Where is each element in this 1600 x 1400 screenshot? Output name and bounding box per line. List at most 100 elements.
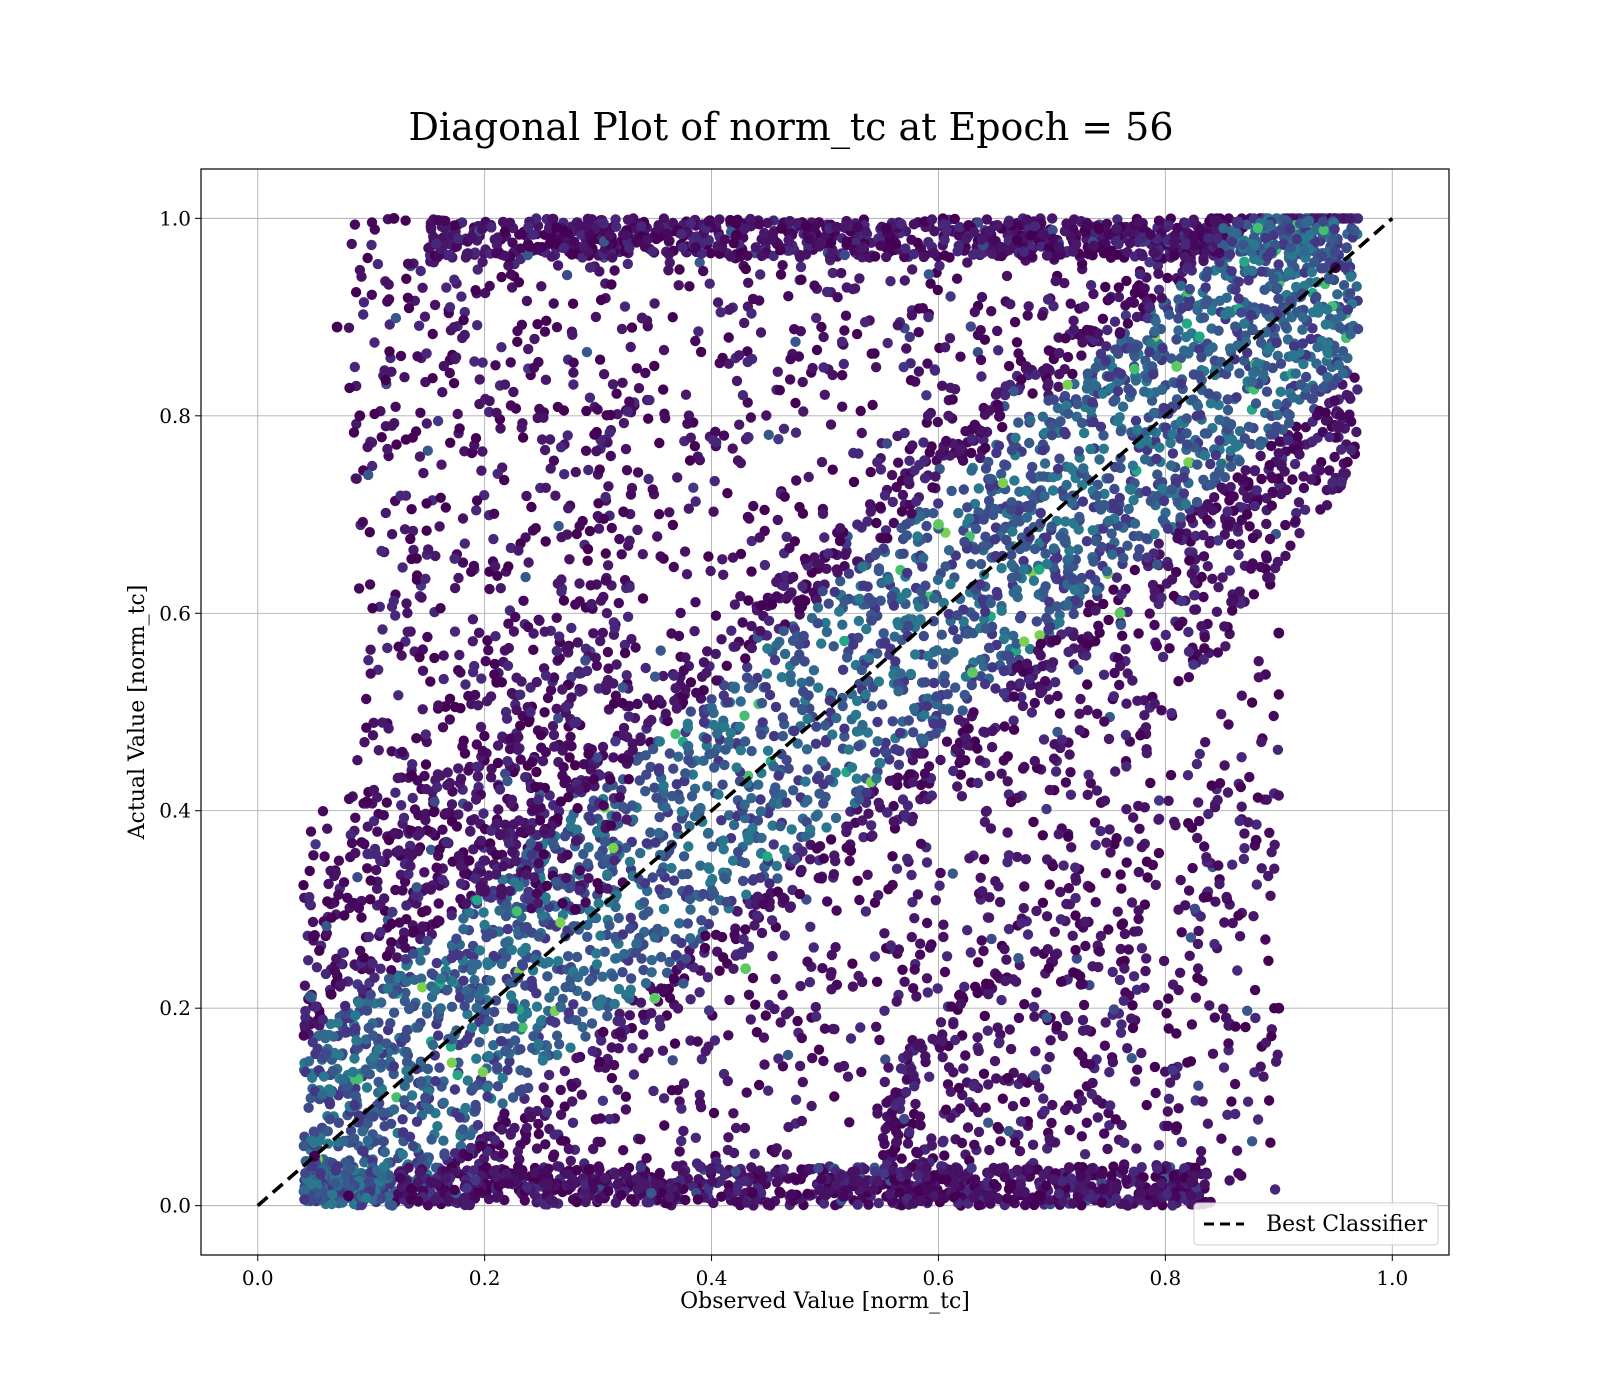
data-point bbox=[676, 806, 688, 817]
data-point bbox=[794, 649, 805, 660]
data-point bbox=[1200, 299, 1211, 310]
data-point bbox=[952, 610, 963, 621]
data-point bbox=[1082, 789, 1093, 800]
data-point bbox=[816, 456, 828, 468]
data-point bbox=[1020, 541, 1031, 552]
data-point bbox=[469, 974, 480, 986]
data-point bbox=[637, 593, 649, 604]
data-point bbox=[796, 677, 807, 688]
data-point bbox=[1054, 617, 1065, 628]
data-point bbox=[725, 833, 737, 844]
data-point bbox=[1280, 321, 1291, 332]
data-point bbox=[717, 952, 729, 963]
data-point bbox=[1122, 540, 1133, 551]
data-point bbox=[1068, 324, 1080, 335]
data-point bbox=[653, 509, 665, 520]
data-point bbox=[1214, 435, 1225, 446]
data-point bbox=[549, 1129, 560, 1140]
data-point bbox=[669, 1038, 681, 1049]
data-point bbox=[417, 907, 428, 918]
data-point bbox=[768, 839, 779, 850]
data-point bbox=[1041, 532, 1052, 543]
data-point bbox=[1076, 350, 1087, 361]
data-point bbox=[994, 896, 1006, 908]
data-point bbox=[921, 390, 932, 401]
data-point bbox=[562, 951, 574, 962]
data-point bbox=[1261, 553, 1273, 564]
data-point bbox=[1062, 600, 1073, 611]
data-point bbox=[871, 773, 882, 784]
data-point bbox=[1194, 331, 1205, 342]
data-point bbox=[674, 1146, 685, 1157]
data-point bbox=[1114, 679, 1125, 691]
data-point bbox=[504, 978, 515, 989]
data-point bbox=[841, 652, 853, 663]
data-point bbox=[871, 517, 882, 529]
data-point bbox=[822, 896, 833, 907]
data-point bbox=[1110, 344, 1121, 355]
data-point bbox=[1054, 708, 1066, 719]
data-point bbox=[545, 1015, 557, 1026]
data-point bbox=[984, 405, 995, 416]
data-point bbox=[895, 668, 906, 679]
data-point bbox=[699, 942, 711, 954]
data-point bbox=[698, 657, 710, 668]
data-point bbox=[1351, 426, 1362, 438]
data-point bbox=[604, 1113, 615, 1125]
data-point bbox=[755, 327, 767, 338]
data-point bbox=[438, 1135, 449, 1146]
data-point bbox=[723, 332, 734, 343]
data-point bbox=[835, 576, 846, 587]
data-point bbox=[631, 938, 643, 949]
data-point bbox=[808, 942, 819, 953]
data-point bbox=[798, 406, 809, 417]
data-point bbox=[1129, 564, 1141, 576]
data-point bbox=[613, 1043, 624, 1054]
data-point bbox=[700, 1046, 711, 1057]
data-point bbox=[708, 1107, 720, 1119]
data-point bbox=[415, 955, 426, 966]
data-point bbox=[818, 362, 829, 373]
data-point bbox=[705, 565, 716, 577]
data-point bbox=[684, 893, 696, 905]
data-point bbox=[1248, 589, 1260, 600]
data-point bbox=[466, 965, 477, 976]
data-point bbox=[1272, 283, 1283, 294]
data-point bbox=[1153, 268, 1164, 279]
data-point bbox=[1234, 456, 1245, 467]
data-point bbox=[875, 595, 886, 606]
data-point bbox=[812, 602, 824, 613]
data-point bbox=[862, 869, 873, 880]
data-point bbox=[839, 595, 850, 607]
data-point bbox=[567, 1096, 578, 1107]
data-point bbox=[604, 920, 615, 931]
data-point bbox=[600, 548, 611, 559]
data-point bbox=[591, 959, 603, 970]
data-point bbox=[797, 1076, 808, 1088]
data-point bbox=[613, 983, 625, 995]
data-point bbox=[1225, 419, 1237, 430]
data-point bbox=[756, 697, 768, 709]
data-point bbox=[729, 683, 740, 694]
data-point bbox=[701, 667, 712, 679]
data-point bbox=[1100, 281, 1111, 293]
data-point bbox=[694, 1089, 705, 1101]
data-point bbox=[646, 714, 657, 726]
data-point bbox=[813, 682, 824, 693]
data-point bbox=[872, 1108, 883, 1119]
data-point bbox=[866, 701, 877, 712]
data-point bbox=[338, 1135, 349, 1147]
data-point bbox=[1192, 400, 1204, 412]
data-point bbox=[498, 1148, 509, 1160]
data-point bbox=[969, 611, 980, 622]
data-point bbox=[933, 498, 944, 509]
data-point bbox=[311, 962, 323, 973]
data-point bbox=[603, 481, 614, 492]
data-point bbox=[853, 970, 864, 982]
data-point bbox=[1162, 523, 1174, 534]
data-point bbox=[965, 947, 976, 958]
data-point bbox=[986, 933, 997, 945]
data-point bbox=[636, 953, 647, 964]
data-point bbox=[909, 913, 920, 924]
data-point bbox=[674, 264, 685, 275]
